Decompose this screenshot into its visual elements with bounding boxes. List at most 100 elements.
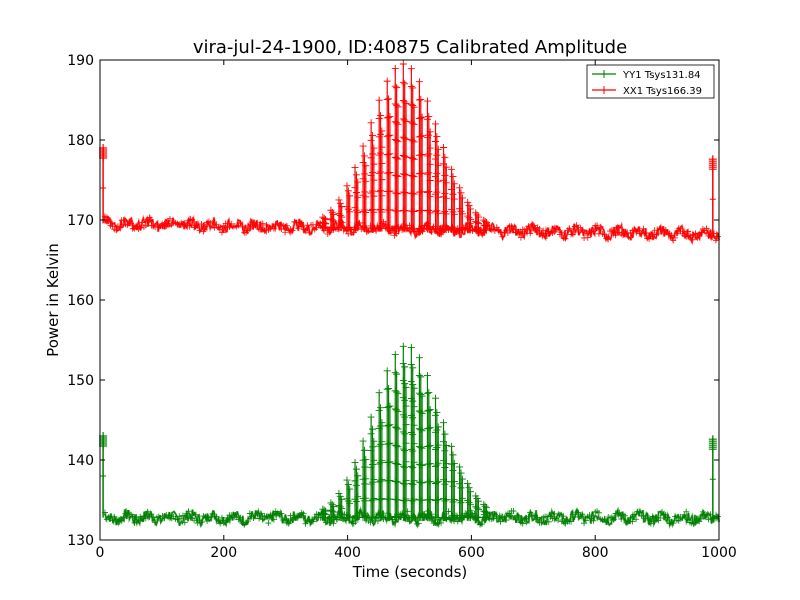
series-marker [638,230,645,237]
series-marker [330,520,337,527]
series-marker [664,514,671,521]
series-marker [283,222,290,229]
series-yy1 [99,342,721,530]
series-marker [450,477,458,485]
series-marker [426,209,434,217]
series-marker [450,459,458,467]
series-marker [259,516,266,523]
series-marker [394,425,402,433]
series-marker [711,230,718,237]
series-marker [217,520,224,527]
series-marker [174,516,181,523]
series-marker [378,143,386,151]
series-marker [433,170,441,178]
series-marker [401,188,409,196]
series-marker [150,514,157,521]
series-marker [504,230,511,236]
series-marker [120,217,127,224]
series-marker [399,342,407,350]
series-marker [368,169,376,177]
series-marker [326,229,333,236]
series-marker [449,451,457,459]
series-marker [222,518,229,525]
series-marker [300,510,307,517]
series-marker [712,237,719,244]
series-marker [360,152,368,160]
y-axis: 130 140 150 160 170 180 190 [67,53,719,549]
series-marker [415,96,423,104]
series-marker [651,227,658,234]
series-marker [146,214,153,221]
series-marker [370,160,378,168]
series-marker [685,228,692,235]
series-marker [708,445,717,454]
series-marker [401,80,409,88]
series-marker [573,222,580,229]
series-marker [194,222,201,229]
series-marker [385,421,393,429]
series-marker [367,430,375,438]
series-marker [410,403,418,411]
y-tick-label: 190 [67,53,94,69]
series-marker [394,460,402,468]
series-marker [418,169,426,177]
x-tick-label: 0 [96,545,105,561]
series-marker [425,406,433,414]
series-marker [634,227,641,234]
series-marker [153,220,160,227]
series-marker [386,187,394,195]
series-marker [391,82,399,90]
series-marker [370,494,378,502]
series-marker [394,138,402,146]
series-marker [597,223,604,230]
series-marker [309,518,316,525]
series-marker [338,504,346,512]
series-marker [383,96,391,104]
series-marker [673,230,680,237]
y-axis-label: Power in Kelvin [44,243,62,357]
series-marker [370,192,378,200]
series-marker [401,116,409,124]
series-marker [614,224,621,231]
series-marker [256,515,263,522]
series-marker [417,132,425,140]
series-marker [633,516,640,523]
series-marker [370,475,378,483]
series-marker [354,193,362,201]
series-marker [417,443,425,451]
series-marker [415,371,423,379]
series-marker [346,499,354,507]
series-marker [568,518,575,525]
series-marker [218,229,225,236]
series-marker [362,475,370,483]
x-axis-label: Time (seconds) [352,563,468,581]
series-marker [415,354,423,362]
series-marker [425,131,433,139]
series-marker [302,227,309,234]
series-marker [410,477,418,485]
series-marker [377,477,385,485]
series-marker [434,459,442,467]
series-marker [647,520,654,527]
series-marker [483,504,491,512]
series-marker [457,499,465,507]
series-marker [423,115,431,123]
series-marker [407,343,415,351]
series-marker [575,509,582,516]
series-marker [698,515,705,522]
series-marker [465,214,473,222]
series-marker [393,154,401,162]
series-marker [530,513,537,520]
series-marker [454,518,461,525]
series-marker [330,502,338,510]
series-marker [631,511,638,518]
series-marker [386,421,394,429]
series-marker [456,463,464,471]
series-marker [196,227,203,234]
y-tick-label: 170 [67,213,94,229]
series-marker [391,64,399,72]
series-marker [540,227,547,234]
series-marker [327,499,335,507]
series-marker [378,495,386,503]
series-marker [409,172,417,180]
